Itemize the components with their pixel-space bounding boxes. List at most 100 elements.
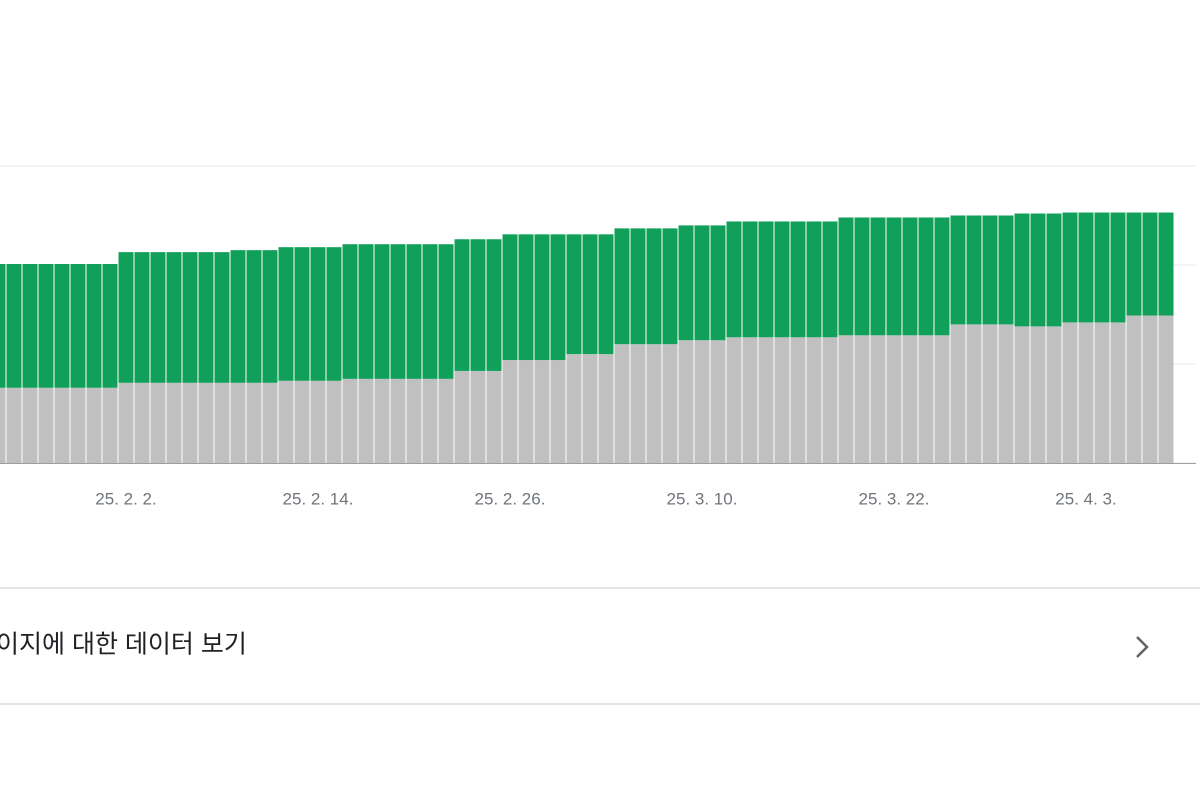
bar-segment — [550, 234, 566, 361]
bar-segment — [422, 244, 438, 379]
bar-segment — [678, 225, 694, 341]
bar-segment — [454, 370, 470, 463]
bar-segment — [390, 378, 406, 463]
bar-segment — [1078, 322, 1094, 463]
bar-segment — [262, 250, 278, 383]
bar-segment — [1030, 326, 1046, 463]
bar-segment — [646, 344, 662, 463]
bar-segment — [6, 387, 22, 463]
bar-segment — [998, 324, 1014, 463]
bar-segment — [326, 247, 342, 381]
bar-segment — [758, 337, 774, 463]
bar-segment — [534, 234, 550, 361]
bar-segment — [262, 382, 278, 463]
bar-segment — [454, 239, 470, 371]
bar-segment — [390, 244, 406, 379]
bar-segment — [342, 378, 358, 463]
bar-segment — [886, 217, 902, 336]
bar-segment — [838, 217, 854, 336]
bar-segment — [166, 382, 182, 463]
bar-segment — [1158, 315, 1174, 463]
bar-segment — [1014, 213, 1030, 327]
bar-segment — [1126, 315, 1142, 463]
bar-segment — [150, 252, 166, 383]
bar-segment — [182, 252, 198, 383]
bar-segment — [102, 264, 118, 388]
bar-segment — [934, 335, 950, 463]
x-tick-label: 25. 2. 26. — [475, 489, 546, 508]
bar-segment — [854, 335, 870, 463]
bar-segment — [518, 234, 534, 361]
bar-segment — [566, 234, 582, 355]
bar-segment — [54, 264, 70, 388]
bar-segment — [726, 221, 742, 338]
bar-segment — [438, 244, 454, 379]
bar-segment — [806, 337, 822, 463]
bar-segment — [470, 370, 486, 463]
bar-segment — [614, 228, 630, 345]
bar-segment — [774, 221, 790, 338]
bar-segment — [918, 217, 934, 336]
bar-segment — [550, 360, 566, 463]
bar-segment — [966, 215, 982, 325]
bar-segment — [326, 380, 342, 463]
bar-segment — [1142, 212, 1158, 316]
bar-segment — [870, 217, 886, 336]
bar-segment — [486, 370, 502, 463]
chevron-icon[interactable] — [1136, 636, 1149, 658]
bar-segment — [374, 244, 390, 379]
bar-segment — [710, 340, 726, 463]
bar-segment — [582, 234, 598, 355]
bar-segment — [950, 215, 966, 325]
bar-segment — [662, 228, 678, 345]
link-card-text[interactable]: 이지에 대한 데이터 보기 — [0, 631, 247, 659]
bar-segment — [70, 264, 86, 388]
bar-segment — [630, 228, 646, 345]
x-tick-label: 25. 2. 14. — [283, 489, 354, 508]
bar-segment — [118, 382, 134, 463]
x-tick-label: 25. 4. 3. — [1055, 489, 1116, 508]
bar-segment — [1046, 213, 1062, 327]
bar-segment — [22, 387, 38, 463]
bar-segment — [310, 380, 326, 463]
bar-segment — [358, 244, 374, 379]
bar-segment — [406, 378, 422, 463]
bar-segment — [310, 247, 326, 381]
bar-segment — [646, 228, 662, 345]
bar-segment — [1030, 213, 1046, 327]
bar-segment — [166, 252, 182, 383]
bar-segment — [134, 252, 150, 383]
bar-segment — [534, 360, 550, 463]
bar-segment — [198, 252, 214, 383]
bar-segment — [1158, 212, 1174, 316]
bar-segment — [982, 324, 998, 463]
bar-segment — [54, 387, 70, 463]
bar-segment — [710, 225, 726, 341]
link-card[interactable] — [0, 587, 1200, 705]
bar-segment — [838, 335, 854, 463]
bar-segment — [1062, 212, 1078, 323]
bar-segment — [822, 337, 838, 463]
bar-segment — [1142, 315, 1158, 463]
bar-segment — [486, 239, 502, 371]
bar-segment — [102, 387, 118, 463]
bar-segment — [822, 221, 838, 338]
bar-segment — [726, 337, 742, 463]
bar-segment — [1126, 212, 1142, 316]
bar-segment — [230, 250, 246, 383]
bar-segment — [0, 264, 6, 388]
bar-segment — [870, 335, 886, 463]
bar-segment — [982, 215, 998, 325]
bar-segment — [342, 244, 358, 379]
bar-segment — [0, 387, 6, 463]
bar-segment — [1078, 212, 1094, 323]
bar-segment — [246, 250, 262, 383]
bar-segment — [598, 234, 614, 355]
bar-segment — [678, 340, 694, 463]
bar-segment — [358, 378, 374, 463]
bar-segment — [694, 225, 710, 341]
bar-segment — [294, 380, 310, 463]
bar-segment — [6, 264, 22, 388]
bar-segment — [470, 239, 486, 371]
